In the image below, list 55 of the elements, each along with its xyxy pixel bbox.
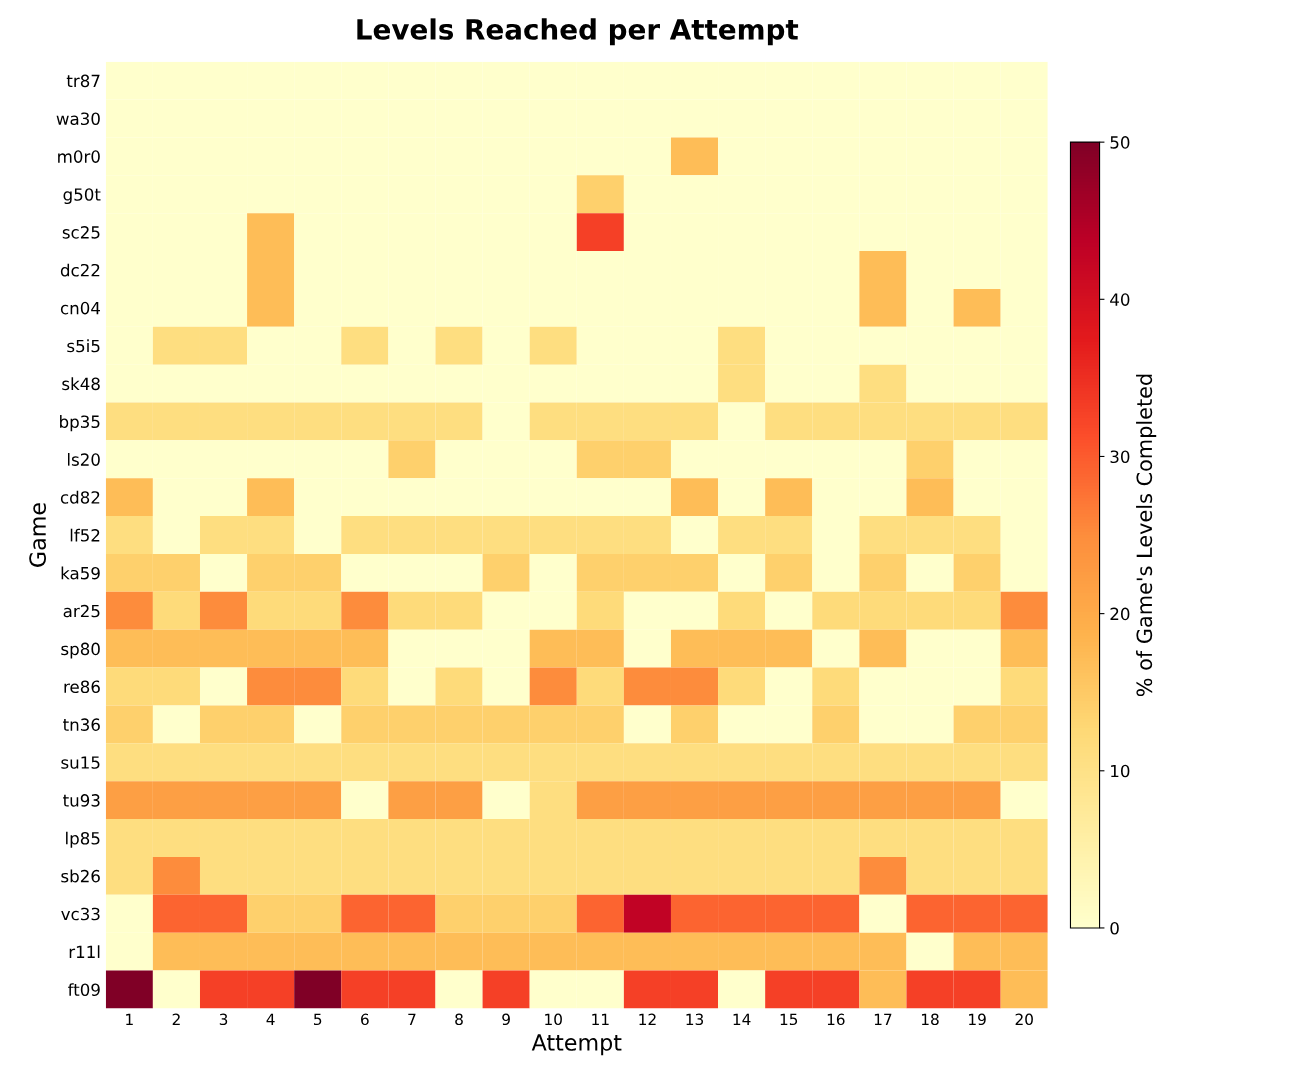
x-tick-label: 5 bbox=[314, 1013, 322, 1026]
y-tick-label: g50t bbox=[63, 188, 101, 205]
x-tick-label: 17 bbox=[874, 1013, 892, 1025]
y-tick-label: ar25 bbox=[63, 604, 100, 618]
color-bar-label: 10 bbox=[1111, 764, 1130, 778]
y-tick-label: vc33 bbox=[61, 907, 100, 921]
x-tick-label: 8 bbox=[455, 1013, 463, 1026]
y-tick-label: ft09 bbox=[67, 983, 100, 997]
y-tick-label: dc22 bbox=[60, 263, 100, 277]
x-tick-label: 16 bbox=[827, 1013, 845, 1026]
y-tick-label: tr87 bbox=[66, 74, 100, 88]
chart-title: Levels Reached per Attempt bbox=[357, 18, 799, 46]
y-tick-label: tu93 bbox=[63, 794, 100, 807]
y-tick-label: ka59 bbox=[61, 566, 100, 580]
y-tick-label: r11l bbox=[69, 945, 100, 958]
y-tick-label: sp80 bbox=[61, 642, 100, 659]
y-tick-label: cd82 bbox=[60, 490, 100, 504]
y-tick-label: ls20 bbox=[67, 452, 100, 466]
y-tick-label: su15 bbox=[61, 756, 100, 769]
y-axis-title: Game bbox=[29, 503, 47, 567]
x-tick-label: 19 bbox=[969, 1013, 986, 1026]
color-bar-label: 50 bbox=[1110, 136, 1130, 149]
color-bar-label: 20 bbox=[1110, 607, 1130, 621]
color-bar-label: 0 bbox=[1110, 921, 1119, 935]
color-bar-label: 30 bbox=[1110, 450, 1130, 464]
x-tick-label: 20 bbox=[1015, 1013, 1033, 1026]
y-tick-label: s5i5 bbox=[67, 339, 100, 353]
x-tick-label: 15 bbox=[780, 1013, 798, 1026]
x-tick-label: 1 bbox=[126, 1013, 133, 1025]
color-bar-label: 40 bbox=[1110, 293, 1130, 306]
y-tick-label: tn36 bbox=[63, 718, 100, 731]
y-tick-label: bp35 bbox=[60, 415, 100, 432]
x-tick-label: 6 bbox=[361, 1013, 369, 1026]
y-tick-label: cn04 bbox=[60, 301, 100, 315]
x-tick-label: 10 bbox=[545, 1013, 562, 1026]
x-axis-title: Attempt bbox=[531, 1034, 622, 1056]
y-tick-label: wa30 bbox=[56, 112, 100, 126]
y-tick-label: lf52 bbox=[70, 528, 100, 542]
y-tick-label: sb26 bbox=[61, 869, 100, 883]
y-tick-label: m0r0 bbox=[58, 150, 100, 163]
color-bar-title: % of Game's Levels Completed bbox=[1136, 374, 1157, 697]
x-tick-label: 11 bbox=[592, 1013, 609, 1025]
x-tick-label: 2 bbox=[172, 1013, 180, 1025]
y-tick-label: sc25 bbox=[62, 226, 100, 239]
y-tick-label: lp85 bbox=[66, 831, 100, 848]
x-tick-label: 7 bbox=[408, 1013, 416, 1025]
x-tick-label: 14 bbox=[733, 1013, 751, 1025]
x-tick-label: 13 bbox=[686, 1013, 704, 1026]
y-tick-label: sk48 bbox=[62, 377, 100, 391]
x-tick-label: 9 bbox=[502, 1013, 510, 1026]
x-tick-label: 18 bbox=[921, 1013, 939, 1026]
y-tick-label: re86 bbox=[64, 680, 100, 694]
x-tick-label: 4 bbox=[266, 1013, 275, 1025]
x-tick-label: 3 bbox=[219, 1013, 228, 1026]
x-tick-label: 12 bbox=[639, 1013, 656, 1025]
